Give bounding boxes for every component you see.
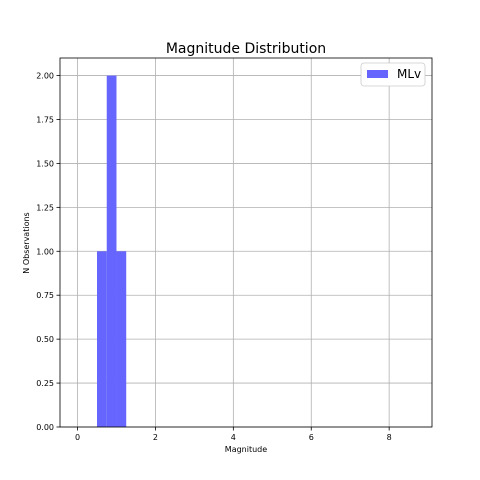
x-tick-label: 0 xyxy=(75,433,80,442)
legend-swatch xyxy=(367,70,388,78)
x-tick-label: 6 xyxy=(309,433,314,442)
plot-frame xyxy=(59,57,433,428)
legend-label-mlv: MLv xyxy=(397,67,421,81)
histogram-bar xyxy=(116,251,127,427)
chart-title: Magnitude Distribution xyxy=(166,41,326,57)
bars xyxy=(97,75,127,428)
y-tick-label: 0.00 xyxy=(36,423,54,432)
x-tick-label: 4 xyxy=(231,433,236,442)
y-tick-label: 1.25 xyxy=(36,203,54,212)
y-tick-label: 0.75 xyxy=(36,291,54,300)
y-tick-label: 2.00 xyxy=(36,72,54,81)
y-tick-label: 1.00 xyxy=(36,247,54,256)
histogram-bar xyxy=(106,75,117,428)
y-tick-label: 0.50 xyxy=(36,335,54,344)
y-tick-label: 0.25 xyxy=(36,379,54,388)
legend-box xyxy=(360,62,426,87)
y-tick-label: 1.50 xyxy=(36,159,54,168)
y-axis-title: N Observations xyxy=(22,212,31,273)
legend: MLv xyxy=(360,62,426,87)
x-axis-title: Magnitude xyxy=(225,445,267,454)
ticks: 0 2 4 6 8 0.00 0.25 0.50 0.75 1.00 1.25 1.50 1.75 2.0… xyxy=(36,72,392,442)
x-tick-label: 2 xyxy=(153,433,158,442)
x-tick-label: 8 xyxy=(387,433,392,442)
histogram-bar xyxy=(97,251,107,427)
y-tick-label: 1.75 xyxy=(36,116,54,125)
